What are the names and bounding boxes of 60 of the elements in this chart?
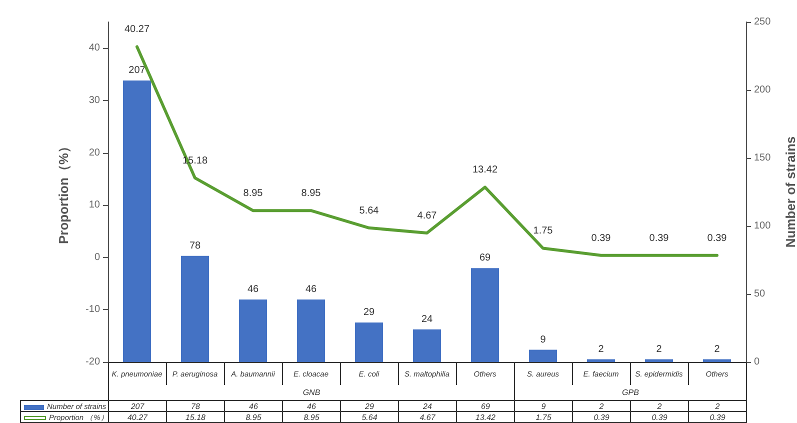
y-tick-label: -10 [86, 304, 100, 316]
text: 78 [189, 240, 201, 252]
text: 40.27 [124, 24, 150, 36]
text: 8.95 [301, 188, 321, 200]
data-label: 46 [282, 400, 341, 412]
data-label: 13.42 [456, 411, 515, 423]
text: 2 [598, 344, 604, 355]
text: 29 [363, 307, 375, 318]
y-tick-label: -20 [86, 356, 100, 368]
data-label: 40.27 [108, 411, 167, 423]
y2-tick-label: 250 [754, 16, 772, 28]
data-label: 24 [398, 400, 457, 412]
y-axis-title: Proportion（%） [56, 140, 71, 244]
data-label: 29 [340, 400, 399, 412]
y2-tick-label: 150 [754, 152, 772, 164]
data-label: 8.95 [224, 411, 283, 423]
text: GNB [108, 385, 514, 400]
text: 69 [479, 252, 491, 264]
text: 1.75 [533, 226, 553, 237]
data-label: 5.64 [340, 411, 399, 423]
text: 8.95 [243, 188, 263, 200]
y2-tick-label: 100 [754, 220, 772, 232]
data-label: 4.67 [398, 411, 457, 423]
data-label: 0.39 [630, 411, 689, 423]
data-label: 9 [514, 400, 573, 412]
text: 5.64 [359, 205, 379, 216]
text: 0.39 [649, 232, 669, 244]
text: 2 [714, 344, 720, 355]
text: 46 [305, 284, 317, 295]
data-label: 8.95 [282, 411, 341, 423]
text: 4.67 [417, 210, 437, 222]
text: 207 [128, 64, 146, 76]
data-label: 2 [630, 400, 689, 412]
y-tick-label: 20 [88, 147, 100, 158]
data-label: 69 [456, 400, 515, 412]
text: 46 [247, 284, 259, 295]
data-label: 15.18 [166, 411, 225, 423]
data-label: 1.75 [514, 411, 573, 423]
data-label: 2 [572, 400, 631, 412]
text: 24 [421, 314, 433, 325]
text: 2 [656, 344, 662, 355]
y-tick-label: 0 [94, 252, 100, 263]
text: 0.39 [707, 232, 727, 244]
y2-tick-label: 50 [754, 288, 766, 300]
data-label: 46 [224, 400, 283, 412]
text: GPB [514, 385, 746, 400]
data-label: 78 [166, 400, 225, 412]
text: 0.39 [591, 232, 611, 244]
y2-tick-label: 200 [754, 84, 772, 96]
y-tick-label: 30 [88, 94, 100, 106]
data-label: 0.39 [572, 411, 631, 423]
data-label: 207 [108, 400, 167, 412]
y2-tick-label: 0 [754, 356, 760, 368]
y-tick-label: 40 [88, 42, 100, 54]
y-tick-label: 10 [88, 200, 100, 211]
text: 13.42 [472, 164, 498, 176]
data-label: 0.39 [688, 411, 747, 423]
y2-axis-title: Number of strains [783, 136, 797, 248]
data-label: 2 [688, 400, 747, 412]
text: 9 [540, 334, 546, 346]
